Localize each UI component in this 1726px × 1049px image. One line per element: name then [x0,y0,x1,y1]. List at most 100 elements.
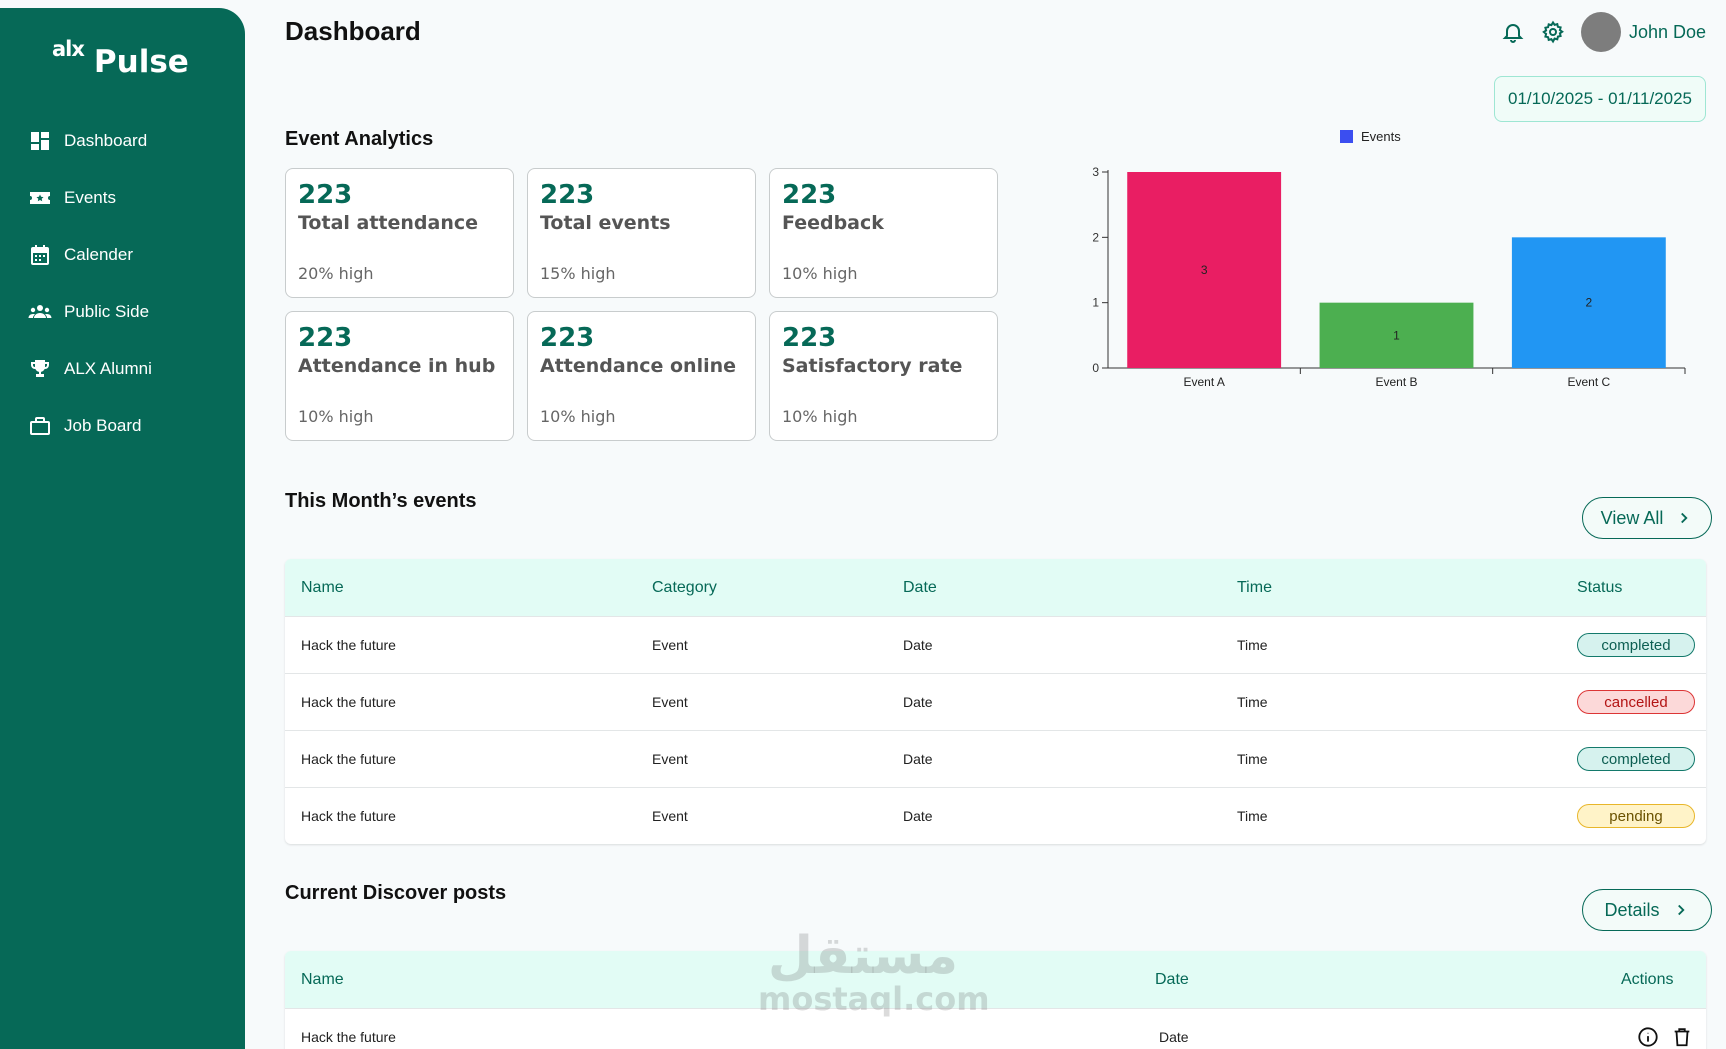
column-header-name: Name [301,970,344,988]
legend-label: Events [1361,129,1401,144]
monthly-events-table: Name Category Date Time Status Hack the … [285,559,1706,844]
bar-event-b [1319,302,1474,368]
sidebar-item-events[interactable]: Events [0,169,245,226]
cell-time: Time [1237,694,1268,710]
cell-actions [1637,1009,1693,1049]
ticket-star-icon [30,191,50,204]
bar-data-label: 2 [1585,296,1592,310]
stat-card-attendance-hub: 223 Attendance in hub 10% high [285,311,514,441]
status-badge: pending [1577,804,1695,828]
stat-label: Satisfactory rate [782,355,963,377]
cell-status: cancelled [1577,674,1695,730]
stat-card-total-attendance: 223 Total attendance 20% high [285,168,514,298]
y-tick-label: 2 [1092,230,1099,244]
stat-card-satisfactory-rate: 223 Satisfactory rate 10% high [769,311,998,441]
details-label: Details [1604,899,1660,920]
page-title: Dashboard [285,16,421,46]
people-icon [28,304,52,318]
sidebar-item-dashboard[interactable]: Dashboard [0,112,245,169]
sidebar-item-label: Events [64,187,116,207]
cell-date: Date [903,637,933,653]
stat-label: Total events [540,212,671,234]
brand-name: Pulse [93,44,189,80]
table-row[interactable]: Hack the future Date [285,1008,1706,1049]
cell-status: pending [1577,788,1695,844]
cell-status: completed [1577,731,1695,787]
briefcase-icon [30,416,50,435]
info-icon[interactable] [1637,1026,1659,1048]
cell-name: Hack the future [301,751,396,767]
sidebar-item-label: Job Board [64,415,142,435]
stat-label: Attendance in hub [298,355,496,377]
table-row[interactable]: Hack the future Event Date Time cancelle… [285,673,1706,730]
discover-posts-title: Current Discover posts [285,882,507,904]
cell-date: Date [903,694,933,710]
table-row[interactable]: Hack the future Event Date Time complete… [285,616,1706,673]
column-header-time: Time [1237,578,1272,596]
view-all-button[interactable]: View All [1582,497,1712,539]
discover-posts-table: Name Date Actions Hack the future Date [285,951,1706,1049]
table-row[interactable]: Hack the future Event Date Time complete… [285,730,1706,787]
table-row[interactable]: Hack the future Event Date Time pending [285,787,1706,844]
stat-note: 10% high [782,407,858,426]
stat-value: 223 [298,180,353,210]
status-badge: completed [1577,747,1695,771]
stat-note: 10% high [782,264,858,283]
bar-data-label: 1 [1393,328,1400,342]
sidebar-item-job-board[interactable]: Job Board [0,397,245,454]
cell-date: Date [1159,1029,1189,1045]
column-header-date: Date [903,578,937,596]
cell-category: Event [652,751,688,767]
cell-time: Time [1237,637,1268,653]
cell-category: Event [652,694,688,710]
date-range-picker[interactable]: 01/10/2025 - 01/11/2025 [1494,76,1706,122]
header-actions: John Doe [1485,12,1706,52]
brand-prefix: alx [52,37,85,61]
trophy-icon [31,359,49,377]
cell-category: Event [652,637,688,653]
sidebar-item-label: Dashboard [64,130,148,150]
stat-label: Feedback [782,212,884,234]
cell-name: Hack the future [301,808,396,824]
x-tick-label: Event C [1567,375,1610,389]
sidebar-item-public-side[interactable]: Public Side [0,283,245,340]
trash-icon[interactable] [1671,1026,1693,1048]
stat-card-total-events: 223 Total events 15% high [527,168,756,298]
chevron-right-icon [1677,904,1685,916]
notification-bell-icon[interactable] [1501,20,1525,44]
table-header: Name Category Date Time Status [285,559,1706,616]
column-header-category: Category [652,578,717,596]
x-tick-label: Event A [1183,375,1224,389]
stat-note: 15% high [540,264,616,283]
cell-status: completed [1577,617,1695,673]
status-badge: completed [1577,633,1695,657]
sidebar-item-alx-alumni[interactable]: ALX Alumni [0,340,245,397]
x-tick-label: Event B [1375,375,1417,389]
sidebar-item-label: ALX Alumni [64,358,152,378]
cell-name: Hack the future [301,694,396,710]
column-header-actions: Actions [1621,970,1674,988]
stat-value: 223 [782,323,837,353]
settings-gear-icon[interactable] [1541,20,1565,44]
stat-label: Total attendance [298,212,479,234]
cell-date: Date [903,808,933,824]
cell-category: Event [652,808,688,824]
stat-value: 223 [782,180,837,210]
stat-value: 223 [298,323,353,353]
stat-value: 223 [540,323,595,353]
stat-note: 20% high [298,264,374,283]
monthly-events-title: This Month’s events [285,490,477,512]
stat-card-feedback: 223 Feedback 10% high [769,168,998,298]
user-name[interactable]: John Doe [1628,21,1706,42]
avatar[interactable] [1580,12,1621,52]
details-button[interactable]: Details [1582,889,1712,931]
cell-time: Time [1237,808,1268,824]
cell-time: Time [1237,751,1268,767]
sidebar-item-label: Public Side [64,301,150,321]
y-tick-label: 0 [1092,361,1099,375]
sidebar-item-calendar[interactable]: Calender [0,226,245,283]
sidebar-item-label: Calender [64,244,133,264]
brand-logo[interactable]: alx Pulse [52,32,189,80]
column-header-date: Date [1155,970,1189,988]
stat-card-attendance-online: 223 Attendance online 10% high [527,311,756,441]
